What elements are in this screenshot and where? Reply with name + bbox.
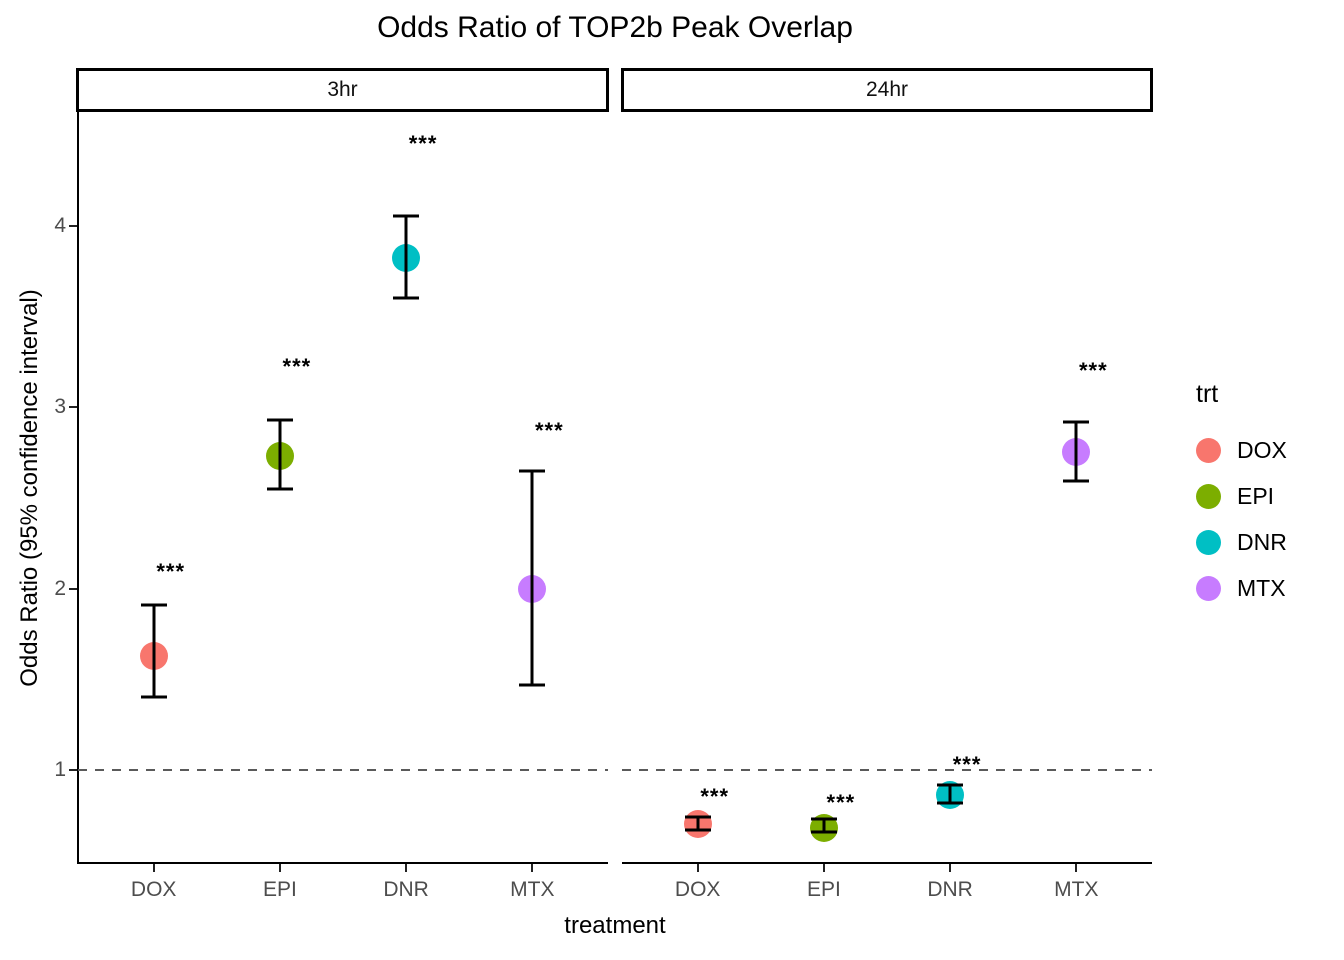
y-tick-mark <box>69 406 77 408</box>
significance-stars-3hr-mtx: *** <box>534 417 564 443</box>
legend-label-epi: EPI <box>1237 482 1275 509</box>
x-tick-mark <box>822 864 825 872</box>
error-bar-24hr-dnr <box>948 784 952 803</box>
x-tick-label-epi: EPI <box>262 878 297 901</box>
error-bar-24hr-mtx <box>1074 421 1078 482</box>
error-bar-cap-top-3hr-dox <box>140 603 167 607</box>
legend-item-dnr: DNR <box>1196 519 1344 565</box>
significance-stars-24hr-dnr: *** <box>952 751 982 777</box>
legend-item-mtx: MTX <box>1196 565 1344 611</box>
y-tick-label: 1 <box>54 758 66 781</box>
significance-stars-3hr-dox: *** <box>156 559 186 585</box>
legend-item-epi: EPI <box>1196 473 1344 519</box>
significance-stars-24hr-epi: *** <box>826 789 856 815</box>
facet-strip-24hr: 24hr <box>621 68 1153 112</box>
reference-line-or-1 <box>622 769 1152 771</box>
legend-label-dox: DOX <box>1237 436 1287 463</box>
legend-title: trt <box>1196 380 1219 408</box>
error-bar-cap-top-24hr-epi <box>810 817 837 821</box>
y-tick-mark <box>69 224 77 227</box>
legend: trt DOX EPI DNR MTX <box>1196 380 1344 611</box>
facet-strip-3hr: 3hr <box>76 68 609 112</box>
facet-strip-label-3hr: 3hr <box>327 78 358 101</box>
error-bar-24hr-dox <box>696 817 700 830</box>
x-tick-mark <box>405 864 408 872</box>
x-tick-mark <box>152 864 155 872</box>
chart-title: Odds Ratio of TOP2b Peak Overlap <box>377 11 853 44</box>
error-bar-cap-top-3hr-dnr <box>393 214 420 218</box>
x-tick-mark <box>949 864 952 872</box>
y-tick-mark <box>69 587 77 590</box>
error-bar-cap-bottom-3hr-dnr <box>393 296 420 300</box>
significance-stars-24hr-dox: *** <box>700 784 730 810</box>
legend-label-dnr: DNR <box>1237 528 1287 555</box>
x-tick-label-dox: DOX <box>130 878 177 901</box>
error-bar-cap-top-3hr-epi <box>266 418 293 422</box>
x-tick-label-dox: DOX <box>674 878 721 901</box>
reference-line-or-1 <box>78 769 608 771</box>
x-tick-mark <box>696 864 699 872</box>
significance-stars-24hr-mtx: *** <box>1078 357 1108 383</box>
error-bar-3hr-dox <box>152 604 156 698</box>
y-tick-mark <box>69 769 77 771</box>
x-axis-title: treatment <box>564 912 666 939</box>
x-tick-label-epi: EPI <box>806 878 841 901</box>
error-bar-cap-bottom-24hr-mtx <box>1063 479 1090 483</box>
x-tick-label-dnr: DNR <box>383 878 429 901</box>
x-axis-line-facet-24hr <box>622 862 1152 864</box>
error-bar-cap-top-24hr-dnr <box>937 783 964 787</box>
significance-stars-3hr-epi: *** <box>282 354 312 380</box>
legend-dot-epi-icon <box>1196 483 1221 509</box>
x-tick-label-mtx: MTX <box>510 878 555 901</box>
legend-dot-dox-icon <box>1196 437 1221 463</box>
legend-item-dox: DOX <box>1196 427 1344 473</box>
y-tick-label: 3 <box>54 395 66 418</box>
x-tick-mark <box>1075 864 1078 872</box>
x-tick-mark <box>278 864 281 872</box>
error-bar-cap-bottom-24hr-epi <box>810 830 837 834</box>
error-bar-cap-bottom-3hr-dox <box>140 695 167 699</box>
y-axis-line <box>77 111 79 864</box>
y-tick-label: 2 <box>54 576 66 600</box>
x-tick-mark <box>531 864 534 872</box>
error-bar-cap-bottom-24hr-dnr <box>937 801 964 805</box>
legend-dot-dnr-icon <box>1196 529 1221 555</box>
error-bar-3hr-dnr <box>404 216 408 299</box>
error-bar-cap-bottom-3hr-mtx <box>519 683 546 687</box>
facet-strip-label-24hr: 24hr <box>865 78 909 101</box>
y-axis-title: Odds Ratio (95% confidence interval) <box>16 289 43 687</box>
legend-label-mtx: MTX <box>1237 574 1286 601</box>
error-bar-3hr-epi <box>278 419 282 489</box>
error-bar-cap-top-24hr-dox <box>684 815 711 819</box>
error-bar-cap-bottom-3hr-epi <box>266 487 293 491</box>
x-axis-line-facet-3hr <box>77 862 608 864</box>
x-tick-label-mtx: MTX <box>1054 878 1099 901</box>
error-bar-cap-bottom-24hr-dox <box>684 828 711 832</box>
error-bar-24hr-epi <box>822 819 826 832</box>
significance-stars-3hr-dnr: *** <box>408 130 438 156</box>
error-bar-cap-top-24hr-mtx <box>1063 420 1090 424</box>
error-bar-cap-top-3hr-mtx <box>519 469 546 473</box>
legend-dot-mtx-icon <box>1196 575 1221 601</box>
x-tick-label-dnr: DNR <box>927 878 973 901</box>
error-bar-3hr-mtx <box>530 470 534 685</box>
y-tick-label: 4 <box>54 213 66 237</box>
